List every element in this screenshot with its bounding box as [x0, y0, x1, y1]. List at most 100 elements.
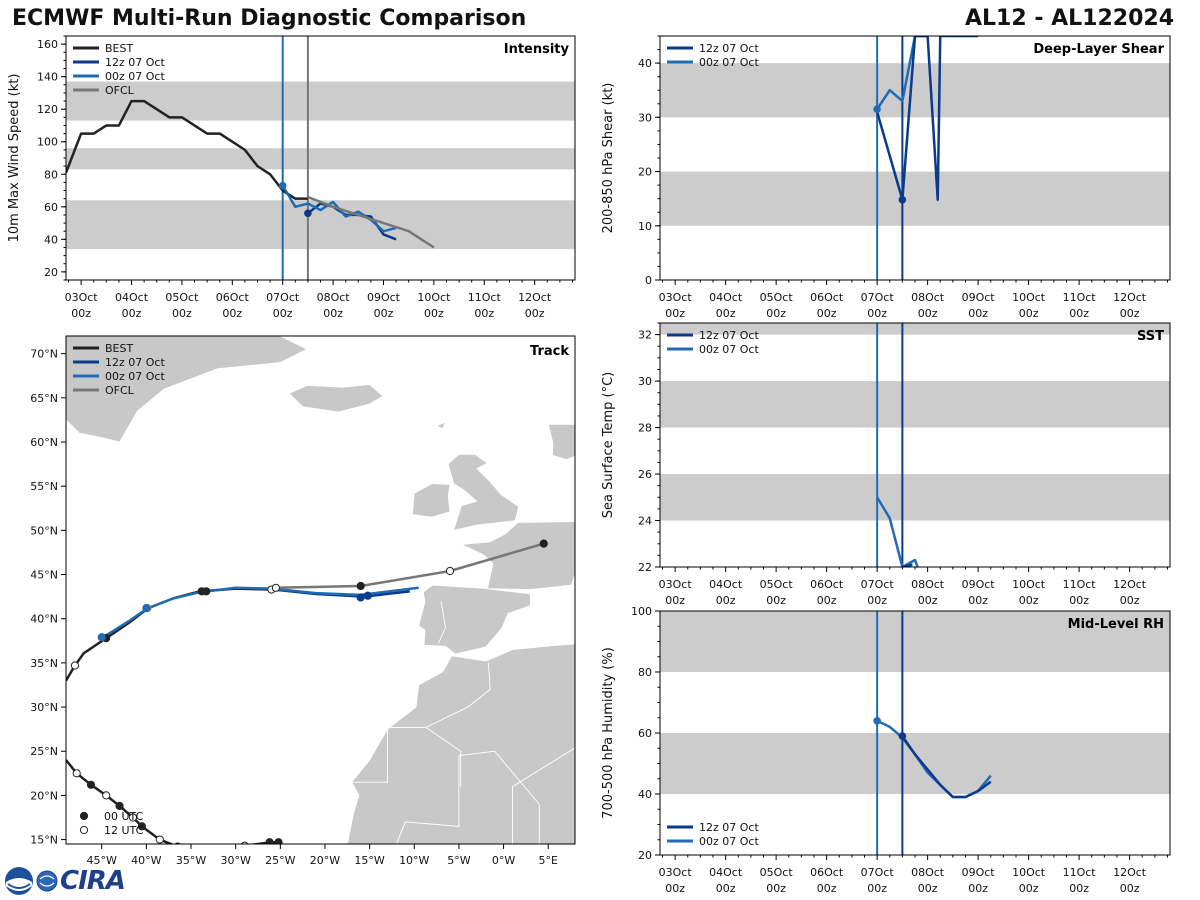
legend-label: 12z 07 Oct [699, 821, 759, 834]
norway-landmass [547, 423, 575, 461]
lat-tick-label: 50°N [30, 524, 58, 537]
x-tick-label-date: 09Oct [962, 866, 996, 879]
storm-id: AL12 - AL122024 [965, 6, 1174, 31]
panel-title: Track [530, 344, 569, 359]
x-tick-label-date: 10Oct [1012, 866, 1046, 879]
lon-tick-label: 5°E [538, 854, 557, 867]
shaded-band [660, 323, 1170, 335]
x-tick-label-date: 05Oct [760, 578, 794, 591]
lon-tick-label: 15°W [354, 854, 384, 867]
lat-tick-label: 25°N [30, 745, 58, 758]
x-tick-label-hour: 00z [273, 307, 293, 320]
x-tick-label-hour: 00z [716, 882, 736, 895]
series-marker [278, 181, 287, 190]
lon-tick-label: 5°W [447, 854, 470, 867]
x-tick-label-date: 04Oct [115, 291, 149, 304]
y-tick-label: 26 [638, 468, 652, 481]
lat-tick-label: 30°N [30, 701, 58, 714]
legend-12utc-marker [79, 825, 89, 835]
legend-label: OFCL [105, 384, 135, 397]
x-tick-label-hour: 00z [766, 594, 786, 607]
x-tick-label-hour: 00z [817, 307, 837, 320]
lat-tick-label: 65°N [30, 392, 58, 405]
panel-title: Deep-Layer Shear [1033, 42, 1164, 57]
y-tick-label: 80 [44, 168, 58, 181]
legend-label: 00z 07 Oct [699, 835, 759, 848]
x-tick-label-date: 03Oct [659, 291, 693, 304]
track-position-marker [271, 583, 280, 592]
y-tick-label: 0 [645, 274, 652, 287]
shaded-band [660, 733, 1170, 794]
y-tick-label: 22 [638, 561, 652, 574]
track-position-marker [445, 566, 455, 576]
x-tick-label-hour: 00z [968, 882, 988, 895]
x-tick-label-date: 11Oct [468, 291, 502, 304]
legend-00utc-marker [79, 811, 89, 821]
x-tick-label-hour: 00z [1019, 307, 1039, 320]
y-tick-label: 100 [37, 136, 58, 149]
x-tick-label-date: 09Oct [962, 291, 996, 304]
y-tick-label: 20 [638, 166, 652, 179]
legend-label: 00z 07 Oct [105, 370, 165, 383]
plot-area [660, 611, 1170, 855]
legend-label: 12z 07 Oct [105, 56, 165, 69]
x-tick-label-date: 10Oct [1012, 291, 1046, 304]
panel-track: 45°W 40°W 35°W 30°W 25°W 20°W 15°W 10°W 5°W 0°W 5°… [30, 335, 576, 867]
y-tick-label: 160 [37, 38, 58, 51]
x-tick-label-hour: 00z [1120, 882, 1140, 895]
x-tick-label-date: 09Oct [367, 291, 401, 304]
legend-label: 00z 07 Oct [699, 56, 759, 69]
x-tick-label-hour: 00z [716, 594, 736, 607]
lat-tick-label: 20°N [30, 789, 58, 802]
iceland-landmass [288, 384, 384, 413]
track-position-marker [102, 791, 111, 800]
x-tick-label-date: 10Oct [1012, 578, 1046, 591]
x-tick-label-date: 08Oct [911, 578, 945, 591]
x-tick-label-hour: 00z [1120, 594, 1140, 607]
lon-tick-label: 25°W [265, 854, 295, 867]
shaded-band [66, 200, 575, 250]
x-tick-label-date: 12Oct [1113, 578, 1147, 591]
x-tick-label-date: 04Oct [709, 578, 743, 591]
y-axis-label: 700-500 hPa Humidity (%) [601, 647, 616, 819]
country-border [351, 726, 426, 783]
lat-tick-label: 35°N [30, 657, 58, 670]
lon-tick-label: 35°W [176, 854, 206, 867]
lat-tick-label: 70°N [30, 348, 58, 361]
x-tick-label-hour: 00z [817, 882, 837, 895]
x-tick-label-hour: 00z [374, 307, 394, 320]
track-line-best [66, 759, 175, 844]
plot-area [660, 36, 1170, 280]
x-tick-label-date: 03Oct [659, 866, 693, 879]
shaded-band [66, 148, 575, 170]
x-tick-label-date: 11Oct [1063, 866, 1097, 879]
x-tick-label-hour: 00z [918, 882, 938, 895]
series-marker [873, 105, 881, 113]
x-tick-label-date: 08Oct [911, 291, 945, 304]
country-border [425, 727, 462, 787]
series-line-00z-07-oct [876, 496, 919, 567]
legend-label: 00z 07 Oct [105, 70, 165, 83]
track-line-00z-07-oct [101, 586, 419, 640]
series-marker [873, 717, 881, 725]
x-tick-label-date: 08Oct [911, 866, 945, 879]
x-tick-label-hour: 00z [525, 307, 545, 320]
series-line-00z-07-oct [876, 36, 928, 110]
x-tick-label-hour: 00z [1069, 307, 1089, 320]
x-tick-label-date: 12Oct [518, 291, 552, 304]
x-tick-label-hour: 00z [918, 594, 938, 607]
x-tick-label-hour: 00z [766, 882, 786, 895]
track-position-marker [155, 835, 164, 844]
y-tick-label: 24 [638, 515, 652, 528]
plot-area [66, 36, 575, 280]
legend-label: BEST [105, 42, 133, 55]
lat-tick-label: 60°N [30, 436, 58, 449]
series-marker [898, 732, 907, 740]
track-position-marker [265, 838, 274, 844]
africa-landmass [346, 643, 575, 844]
track-position-marker [70, 661, 80, 670]
x-tick-label-hour: 00z [424, 307, 444, 320]
track-position-marker [97, 633, 106, 642]
x-tick-label-hour: 00z [665, 594, 685, 607]
